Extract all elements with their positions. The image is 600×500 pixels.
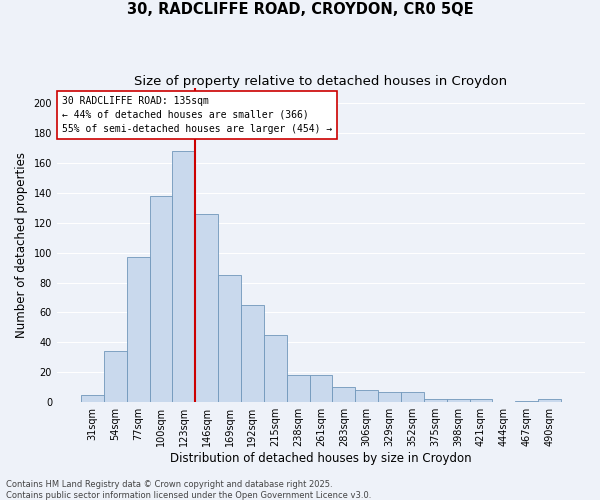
Bar bbox=[127, 257, 149, 402]
Bar bbox=[515, 400, 538, 402]
Bar bbox=[241, 305, 264, 402]
Bar bbox=[287, 376, 310, 402]
Bar bbox=[81, 394, 104, 402]
Bar bbox=[401, 392, 424, 402]
Bar bbox=[332, 387, 355, 402]
Bar bbox=[264, 335, 287, 402]
Bar bbox=[218, 275, 241, 402]
Bar bbox=[470, 399, 493, 402]
Bar bbox=[195, 214, 218, 402]
Bar bbox=[149, 196, 172, 402]
Bar bbox=[172, 151, 195, 402]
Bar bbox=[310, 376, 332, 402]
Bar bbox=[378, 392, 401, 402]
X-axis label: Distribution of detached houses by size in Croydon: Distribution of detached houses by size … bbox=[170, 452, 472, 465]
Bar bbox=[424, 399, 446, 402]
Bar bbox=[538, 399, 561, 402]
Text: Contains HM Land Registry data © Crown copyright and database right 2025.
Contai: Contains HM Land Registry data © Crown c… bbox=[6, 480, 371, 500]
Bar bbox=[446, 399, 470, 402]
Title: Size of property relative to detached houses in Croydon: Size of property relative to detached ho… bbox=[134, 75, 508, 88]
Y-axis label: Number of detached properties: Number of detached properties bbox=[15, 152, 28, 338]
Bar bbox=[355, 390, 378, 402]
Text: 30, RADCLIFFE ROAD, CROYDON, CR0 5QE: 30, RADCLIFFE ROAD, CROYDON, CR0 5QE bbox=[127, 2, 473, 18]
Bar bbox=[104, 352, 127, 402]
Text: 30 RADCLIFFE ROAD: 135sqm
← 44% of detached houses are smaller (366)
55% of semi: 30 RADCLIFFE ROAD: 135sqm ← 44% of detac… bbox=[62, 96, 332, 134]
